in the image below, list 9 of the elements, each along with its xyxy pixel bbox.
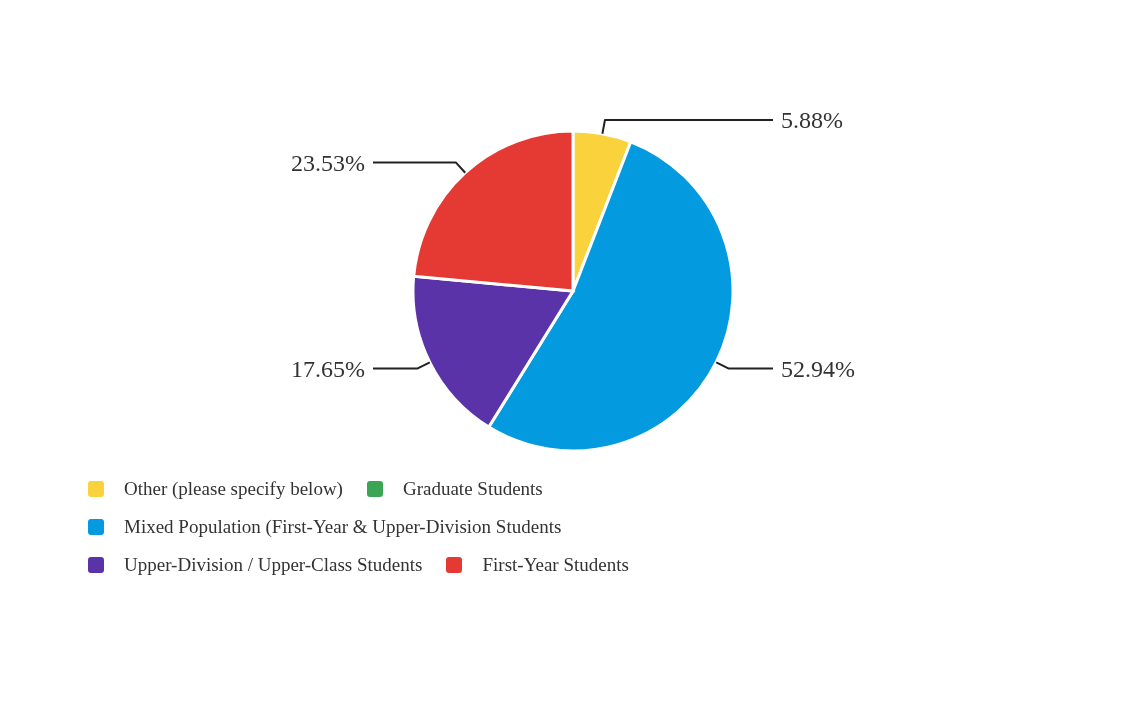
data-label: 23.53%	[291, 149, 365, 176]
legend-label: Mixed Population (First-Year & Upper-Division Students	[124, 516, 562, 538]
legend-label: First-Year Students	[482, 554, 629, 576]
legend-label: Upper-Division / Upper-Class Students	[124, 554, 423, 576]
data-label: 5.88%	[781, 107, 843, 134]
data-label: 17.65%	[291, 355, 365, 382]
legend-label: Other (please specify below)	[124, 478, 343, 500]
data-label: 52.94%	[781, 355, 855, 382]
legend-label: Graduate Students	[402, 478, 543, 500]
